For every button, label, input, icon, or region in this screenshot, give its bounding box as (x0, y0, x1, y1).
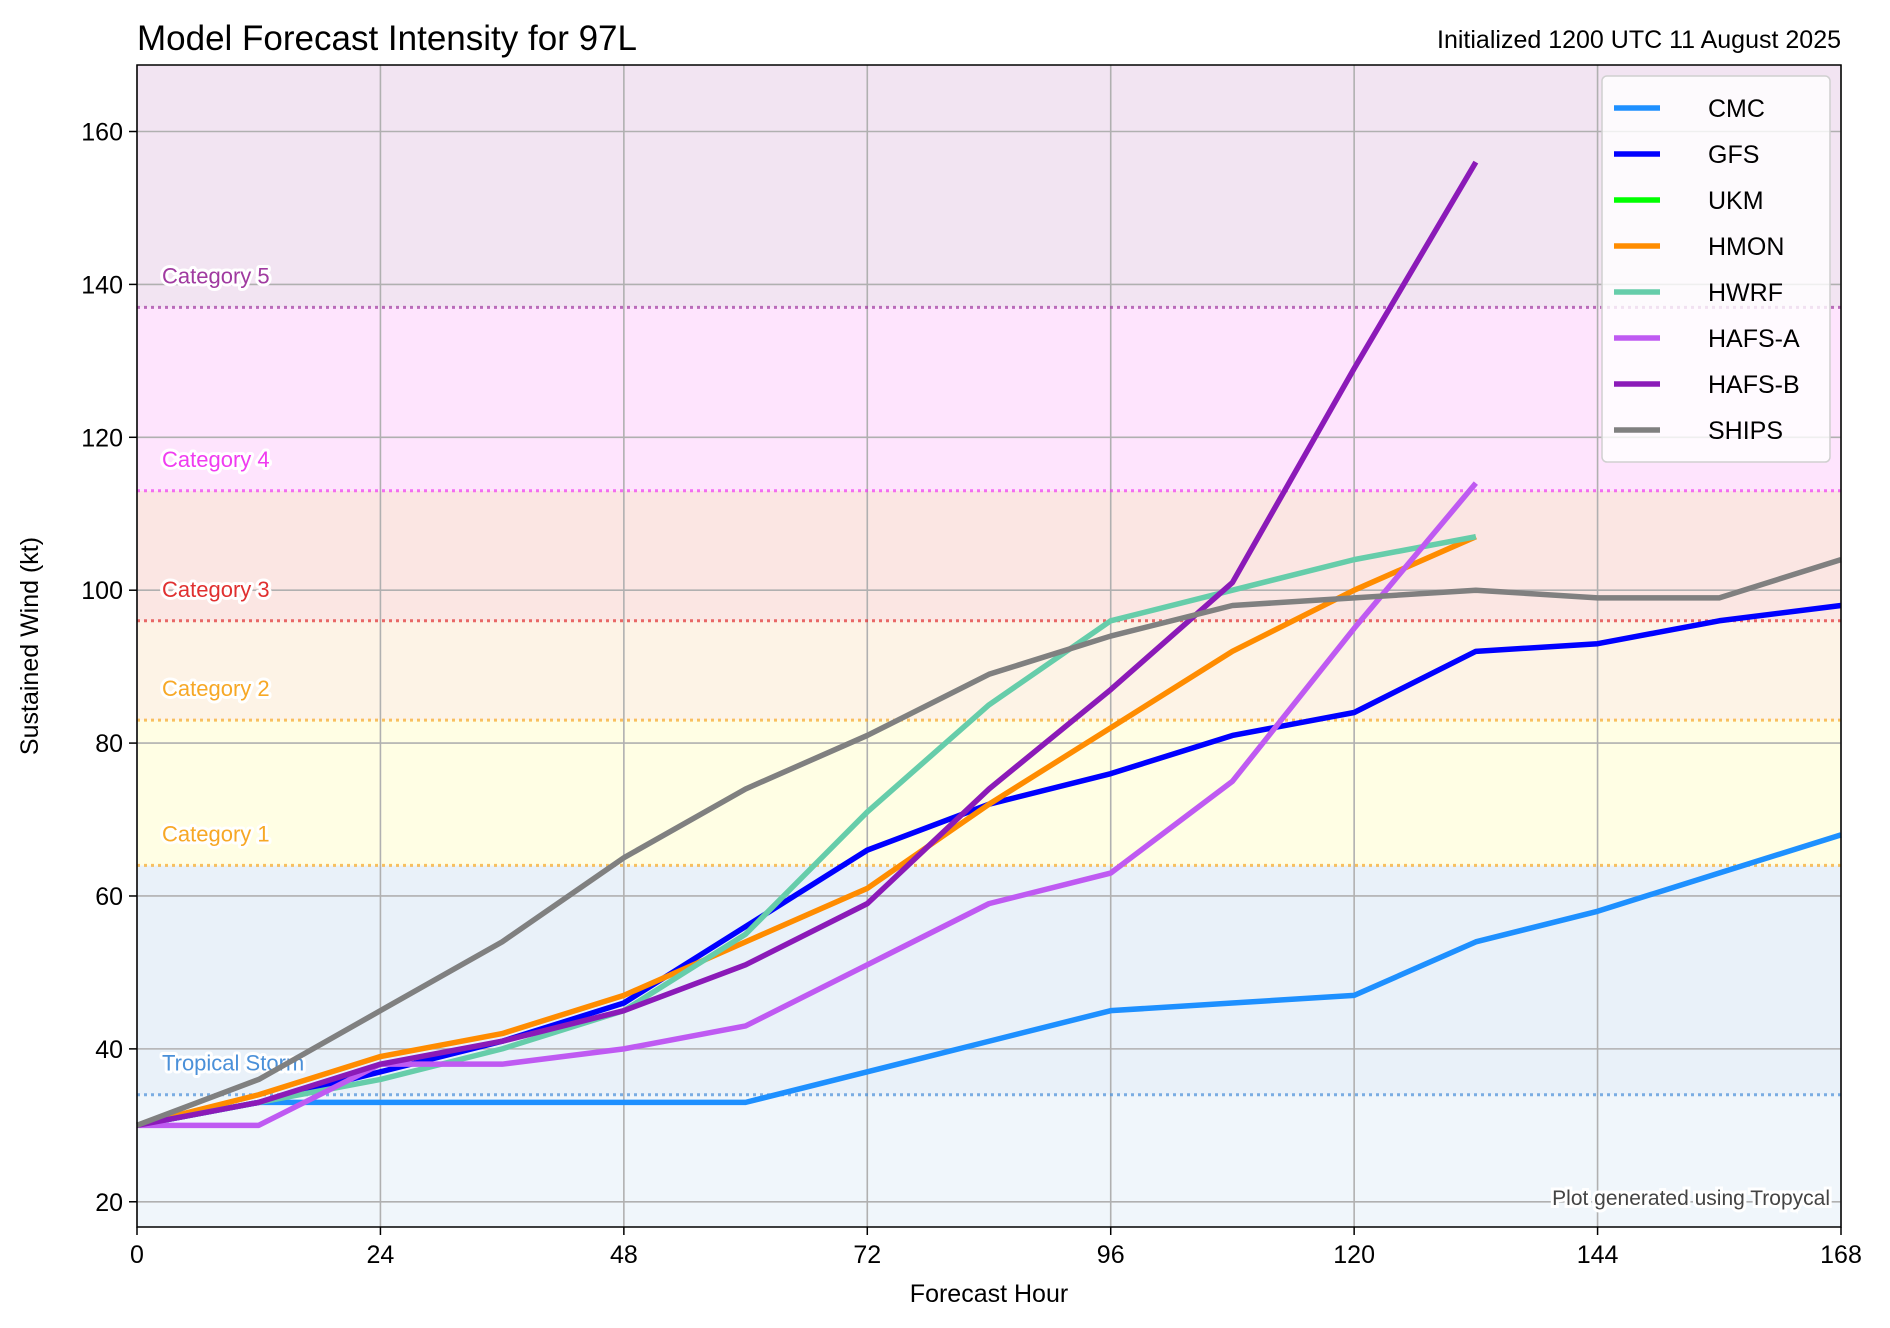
x-tick-label: 144 (1577, 1241, 1619, 1269)
legend-label-hwrf: HWRF (1708, 279, 1783, 307)
band-category-5 (137, 65, 1841, 308)
legend-label-hafs-a: HAFS-A (1708, 325, 1800, 353)
category-labels: Tropical Storm Category 1 Category 2 Catego… (159, 260, 307, 1078)
series-line-hwrf (136, 533, 1477, 1129)
chart-subtitle: Initialized 1200 UTC 11 August 2025 (1437, 26, 1841, 54)
y-tick-label: 80 (95, 730, 123, 758)
legend-box (1601, 75, 1831, 463)
series-line-hafs-a (137, 481, 1478, 1129)
series-lines (136, 160, 1842, 1129)
category-label-category-5: Category 5 (162, 263, 270, 288)
y-tick-label: 100 (81, 577, 123, 605)
y-axis-label: Sustained Wind (kt) (16, 537, 44, 755)
legend-label-gfs: GFS (1708, 141, 1759, 169)
category-label-tropical-storm: Tropical Storm (162, 1051, 304, 1076)
chart-title: Model Forecast Intensity for 97L (137, 19, 637, 58)
x-tick-label: 168 (1820, 1241, 1862, 1269)
legend-label-ships: SHIPS (1708, 417, 1783, 445)
legend-label-hafs-b: HAFS-B (1708, 371, 1800, 399)
band-below-tropical-storm (137, 1094, 1841, 1227)
category-label-category-4: Category 4 (162, 447, 270, 472)
band-category-3 (137, 490, 1841, 621)
band-category-4 (137, 307, 1841, 491)
y-axis-ticks: 20 40 60 80 100 120 140 160 (81, 119, 137, 1217)
series-line-hafs-b (136, 160, 1479, 1129)
x-axis-ticks: 0 24 48 72 96 120 144 168 (130, 1227, 1862, 1269)
category-label-category-1: Category 1 (162, 821, 270, 846)
x-axis-label: Forecast Hour (910, 1280, 1068, 1308)
y-tick-label: 60 (95, 883, 123, 911)
x-tick-label: 0 (130, 1241, 144, 1269)
legend-label-hmon: HMON (1708, 233, 1784, 261)
y-tick-label: 20 (95, 1189, 123, 1217)
y-tick-label: 160 (81, 119, 123, 147)
credit-text: Plot generated using Tropycal (1552, 1187, 1830, 1210)
x-tick-label: 72 (853, 1241, 881, 1269)
legend: CMC GFS UKM HMON HWRF HAFS-A HAFS-B SHIPS (1601, 75, 1831, 463)
y-tick-label: 120 (81, 424, 123, 452)
x-tick-label: 120 (1333, 1241, 1375, 1269)
x-tick-label: 96 (1097, 1241, 1125, 1269)
series-line-hmon (136, 534, 1477, 1128)
category-label-category-2: Category 2 (162, 676, 270, 701)
x-tick-label: 48 (610, 1241, 638, 1269)
band-category-1 (137, 720, 1841, 866)
legend-label-ukm: UKM (1708, 187, 1764, 215)
y-tick-label: 40 (95, 1036, 123, 1064)
series-line-cmc (136, 832, 1842, 1129)
plot-frame (136, 64, 1842, 1228)
series-line-ships (136, 556, 1842, 1128)
x-tick-label: 24 (367, 1241, 395, 1269)
legend-label-cmc: CMC (1708, 95, 1765, 123)
category-bands (137, 65, 1841, 1227)
y-tick-label: 140 (81, 271, 123, 299)
category-label-category-3: Category 3 (162, 577, 270, 602)
